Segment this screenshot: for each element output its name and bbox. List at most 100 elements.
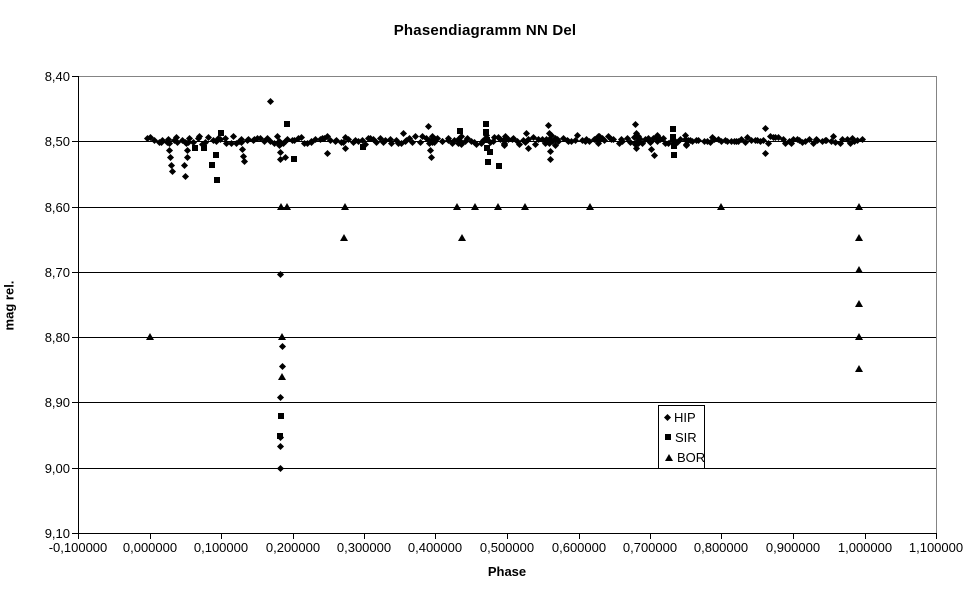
data-point-hip [276, 393, 285, 402]
hip-diamond-icon [663, 413, 672, 421]
y-axis-tick [72, 272, 78, 273]
data-point-bor [453, 203, 461, 210]
y-axis-tick [72, 468, 78, 469]
x-axis-title: Phase [487, 564, 527, 579]
data-point-bor [277, 203, 285, 210]
data-point-hip [544, 121, 553, 130]
data-point-hip [761, 149, 770, 158]
data-point-hip [278, 342, 287, 351]
x-axis-tick [721, 533, 722, 539]
data-point-sir [671, 143, 677, 149]
data-point-hip [546, 155, 555, 164]
gridline [78, 337, 936, 338]
data-point-bor [458, 234, 466, 241]
data-point-bor [278, 373, 286, 380]
x-tick-label: 0,100000 [193, 540, 249, 555]
x-axis-tick [221, 533, 222, 539]
data-point-sir [457, 128, 463, 134]
data-point-hip [183, 153, 192, 162]
x-axis-tick [293, 533, 294, 539]
y-tick-label: 8,80 [44, 330, 70, 345]
y-axis-tick [72, 207, 78, 208]
data-point-hip [168, 167, 177, 176]
data-point-hip [240, 157, 249, 166]
data-point-sir [213, 152, 219, 158]
x-tick-label: 0,400000 [407, 540, 463, 555]
y-tick-label: 8,50 [44, 134, 70, 149]
data-point-sir [670, 134, 676, 140]
x-tick-label: 0,700000 [622, 540, 678, 555]
legend: HIP SIR BOR [658, 405, 705, 469]
legend-item-hip: HIP [663, 407, 704, 427]
data-point-sir [291, 156, 297, 162]
x-axis-tick [364, 533, 365, 539]
y-axis-line [78, 76, 79, 534]
gridline [78, 468, 936, 469]
x-axis-tick [865, 533, 866, 539]
x-tick-label: 0,800000 [693, 540, 749, 555]
data-point-bor [340, 234, 348, 241]
sir-square-icon [665, 434, 671, 440]
data-point-hip [631, 120, 640, 129]
x-axis-tick [579, 533, 580, 539]
data-point-hip [546, 147, 555, 156]
data-point-hip [278, 362, 287, 371]
data-point-bor [717, 203, 725, 210]
y-tick-label: 8,70 [44, 265, 70, 280]
data-point-bor [278, 333, 286, 340]
data-point-sir [671, 152, 677, 158]
data-point-bor [521, 203, 529, 210]
data-point-bor [855, 203, 863, 210]
legend-label-sir: SIR [675, 429, 697, 445]
x-axis-tick [936, 533, 937, 539]
data-point-sir [214, 177, 220, 183]
x-tick-label: 0,500000 [479, 540, 535, 555]
data-point-bor [855, 333, 863, 340]
y-axis-tick [72, 402, 78, 403]
data-point-hip [427, 153, 436, 162]
data-point-sir [485, 159, 491, 165]
data-point-bor [283, 203, 291, 210]
chart-title: Phasendiagramm NN Del [393, 22, 577, 39]
data-point-sir [670, 126, 676, 132]
data-point-sir [496, 163, 502, 169]
data-point-hip [181, 172, 190, 181]
legend-item-sir: SIR [665, 427, 704, 447]
data-point-hip [424, 122, 433, 131]
data-point-sir [278, 413, 284, 419]
x-tick-label: 0,900000 [765, 540, 821, 555]
x-tick-label: 1,100000 [908, 540, 964, 555]
data-point-sir [218, 130, 224, 136]
data-point-sir [209, 162, 215, 168]
data-point-hip [650, 151, 659, 160]
x-tick-label: 0,600000 [551, 540, 607, 555]
x-tick-label: -0,100000 [48, 540, 108, 555]
data-point-sir [484, 145, 490, 151]
data-point-bor [471, 203, 479, 210]
x-axis-tick [78, 533, 79, 539]
data-point-bor [855, 234, 863, 241]
y-tick-label: 9,00 [44, 461, 70, 476]
data-point-bor [855, 266, 863, 273]
x-axis-tick [507, 533, 508, 539]
data-point-bor [146, 333, 154, 340]
x-axis-tick [150, 533, 151, 539]
data-point-sir [277, 433, 283, 439]
x-axis-tick [793, 533, 794, 539]
bor-triangle-icon [665, 453, 673, 461]
data-point-bor [494, 203, 502, 210]
data-point-sir [484, 137, 490, 143]
data-point-hip [761, 124, 770, 133]
y-tick-label: 8,90 [44, 395, 70, 410]
data-point-sir [483, 121, 489, 127]
y-tick-label: 8,40 [44, 69, 70, 84]
data-point-sir [201, 145, 207, 151]
data-point-sir [192, 145, 198, 151]
gridline [78, 272, 936, 273]
legend-label-bor: BOR [677, 449, 706, 465]
data-point-hip [266, 97, 275, 106]
data-point-hip [180, 161, 189, 170]
data-point-bor [855, 365, 863, 372]
data-point-hip [276, 442, 285, 451]
